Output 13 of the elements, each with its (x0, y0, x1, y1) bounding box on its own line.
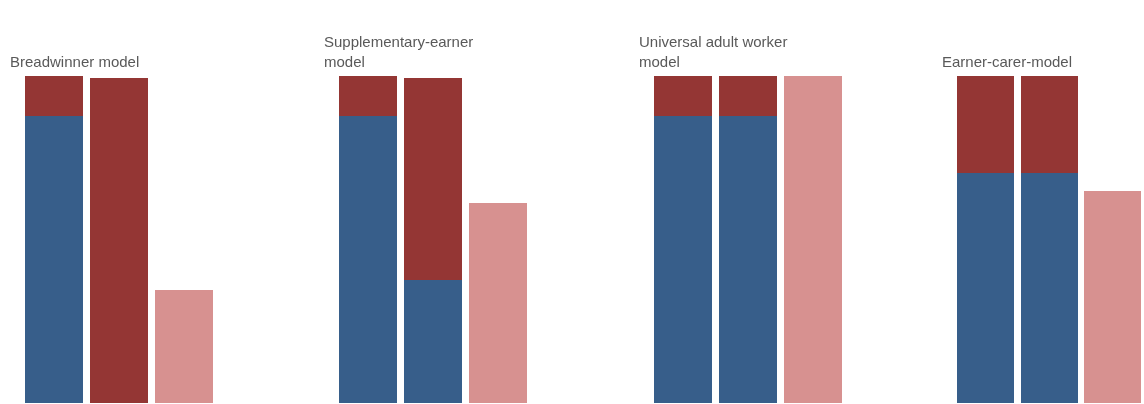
chart-title: Earner-carer-model (942, 53, 1073, 70)
chart-title: Supplementary-earner model (324, 33, 474, 70)
bar (468, 202, 527, 403)
bar (154, 290, 213, 403)
bar (403, 77, 463, 281)
bar (25, 115, 84, 403)
bar (89, 77, 149, 403)
bar (25, 76, 84, 116)
chart-title: Breadwinner model (10, 53, 140, 70)
bar (339, 115, 398, 403)
bar (403, 280, 463, 403)
bar (339, 76, 398, 116)
chart-title: Universal adult worker model (639, 33, 788, 70)
